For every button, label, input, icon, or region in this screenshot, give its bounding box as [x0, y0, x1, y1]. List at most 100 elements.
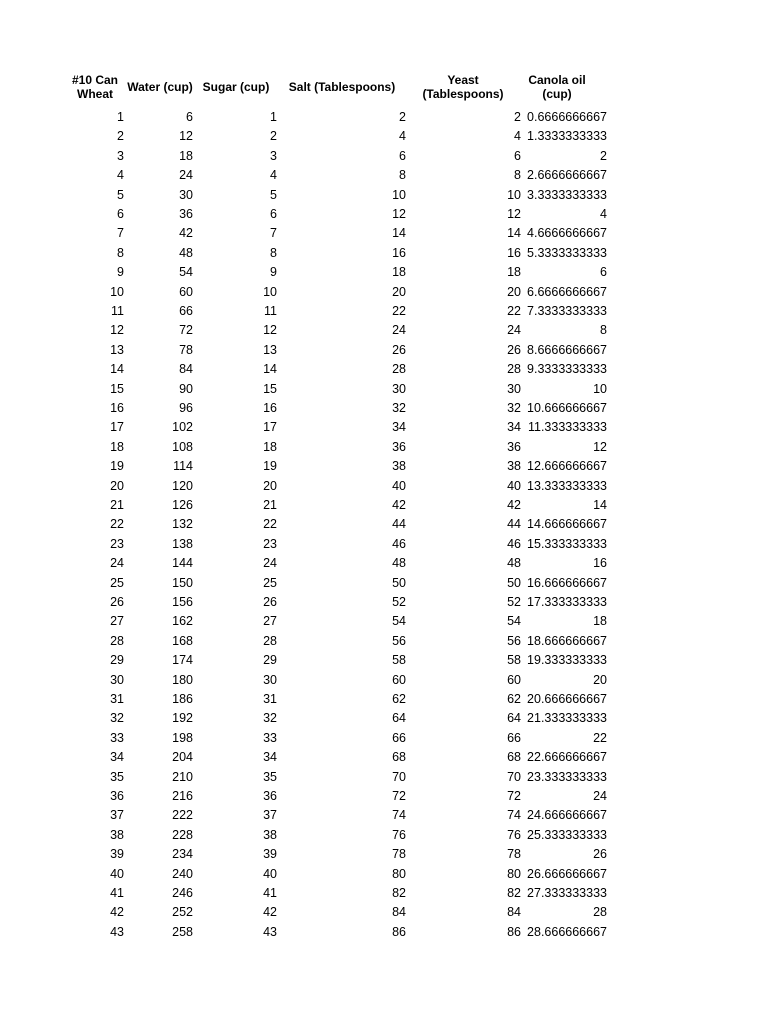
cell-yeast: 4 [514, 129, 521, 144]
cell-wheat: 23 [110, 536, 124, 551]
cell-yeast: 76 [507, 827, 521, 842]
cell-salt: 64 [392, 711, 406, 726]
cell-yeast: 64 [507, 711, 521, 726]
cell-salt: 50 [392, 575, 406, 590]
cell-canola-oil: 16.666666667 [527, 575, 607, 590]
cell-yeast: 26 [507, 342, 521, 357]
cell-water: 6 [186, 110, 193, 124]
cell-canola-oil: 20.666666667 [527, 692, 607, 706]
cell-water: 90 [179, 381, 193, 396]
cell-yeast: 50 [507, 575, 521, 590]
cell-water: 192 [172, 711, 193, 726]
cell-water: 66 [179, 304, 193, 318]
cell-canola-oil: 2.6666666667 [527, 168, 607, 183]
cell-wheat: 22 [110, 517, 124, 532]
cell-water: 168 [172, 633, 193, 648]
cell-sugar: 39 [263, 847, 277, 862]
cell-salt: 58 [392, 653, 406, 668]
cell-wheat: 39 [110, 847, 124, 862]
cell-wheat: 37 [110, 808, 124, 823]
cell-wheat: 36 [110, 789, 124, 803]
cell-canola-oil: 2 [600, 148, 607, 163]
cell-canola-oil: 14 [593, 498, 607, 512]
cell-salt: 80 [392, 866, 406, 881]
cell-wheat: 16 [110, 401, 124, 415]
cell-water: 210 [172, 769, 193, 784]
cell-salt: 6 [399, 148, 406, 163]
cell-sugar: 35 [263, 769, 277, 784]
cell-wheat: 29 [110, 653, 124, 668]
cell-yeast: 56 [507, 633, 521, 648]
cell-canola-oil: 24 [593, 789, 607, 803]
cell-wheat: 34 [110, 750, 124, 765]
cell-yeast: 34 [507, 420, 521, 435]
cell-canola-oil: 8 [600, 323, 607, 338]
cell-yeast: 48 [507, 556, 521, 571]
cell-canola-oil: 22.666666667 [527, 750, 607, 765]
cell-wheat: 21 [110, 498, 124, 512]
cell-wheat: 9 [117, 265, 124, 280]
cell-water: 240 [172, 866, 193, 881]
cell-water: 150 [172, 575, 193, 590]
cell-water: 42 [179, 226, 193, 241]
cell-yeast: 82 [507, 886, 521, 900]
cell-water: 48 [179, 245, 193, 260]
cell-canola-oil: 17.333333333 [527, 595, 607, 609]
cell-wheat: 38 [110, 827, 124, 842]
cell-yeast: 24 [507, 323, 521, 338]
cell-sugar: 15 [263, 381, 277, 396]
cell-salt: 20 [392, 284, 406, 299]
cell-wheat: 14 [110, 362, 124, 377]
cell-yeast: 60 [507, 672, 521, 687]
header-salt: Salt (Tablespoons) [288, 80, 396, 94]
cell-salt: 56 [392, 633, 406, 648]
cell-canola-oil: 9.3333333333 [527, 362, 607, 377]
cell-sugar: 38 [263, 827, 277, 842]
cell-canola-oil: 5.3333333333 [527, 245, 607, 260]
cell-canola-oil: 26.666666667 [527, 866, 607, 881]
cell-wheat: 10 [110, 284, 124, 299]
cell-wheat: 42 [110, 905, 124, 920]
cell-water: 198 [172, 730, 193, 745]
cell-water: 60 [179, 284, 193, 299]
cell-sugar: 26 [263, 595, 277, 609]
cell-sugar: 9 [270, 265, 277, 280]
cell-canola-oil: 6 [600, 265, 607, 280]
cell-sugar: 25 [263, 575, 277, 590]
cell-salt: 12 [392, 207, 406, 221]
cell-wheat: 13 [110, 342, 124, 357]
cell-yeast: 12 [507, 207, 521, 221]
cell-yeast: 40 [507, 478, 521, 493]
cell-canola-oil: 10.666666667 [527, 401, 607, 415]
cell-water: 144 [172, 556, 193, 571]
cell-water: 126 [172, 498, 193, 512]
cell-salt: 22 [392, 304, 406, 318]
cell-canola-oil: 3.3333333333 [527, 187, 607, 202]
cell-canola-oil: 0.6666666667 [527, 110, 607, 124]
cell-sugar: 17 [263, 420, 277, 435]
cell-water: 96 [179, 401, 193, 415]
cell-canola-oil: 27.333333333 [527, 886, 607, 900]
cell-canola-oil: 7.3333333333 [527, 304, 607, 318]
cell-wheat: 4 [117, 168, 124, 183]
cell-sugar: 40 [263, 866, 277, 881]
cell-wheat: 15 [110, 381, 124, 396]
cell-salt: 72 [392, 789, 406, 803]
cell-sugar: 16 [263, 401, 277, 415]
cell-salt: 74 [392, 808, 406, 823]
cell-water: 138 [172, 536, 193, 551]
cell-yeast: 84 [507, 905, 521, 920]
cell-wheat: 24 [110, 556, 124, 571]
cell-yeast: 44 [507, 517, 521, 532]
cell-canola-oil: 4 [600, 207, 607, 221]
cell-yeast: 42 [507, 498, 521, 512]
cell-wheat: 19 [110, 459, 124, 474]
cell-salt: 60 [392, 672, 406, 687]
cell-salt: 40 [392, 478, 406, 493]
cell-salt: 14 [392, 226, 406, 241]
cell-salt: 4 [399, 129, 406, 144]
cell-sugar: 6 [270, 207, 277, 221]
cell-salt: 76 [392, 827, 406, 842]
cell-yeast: 78 [507, 847, 521, 862]
cell-salt: 42 [392, 498, 406, 512]
